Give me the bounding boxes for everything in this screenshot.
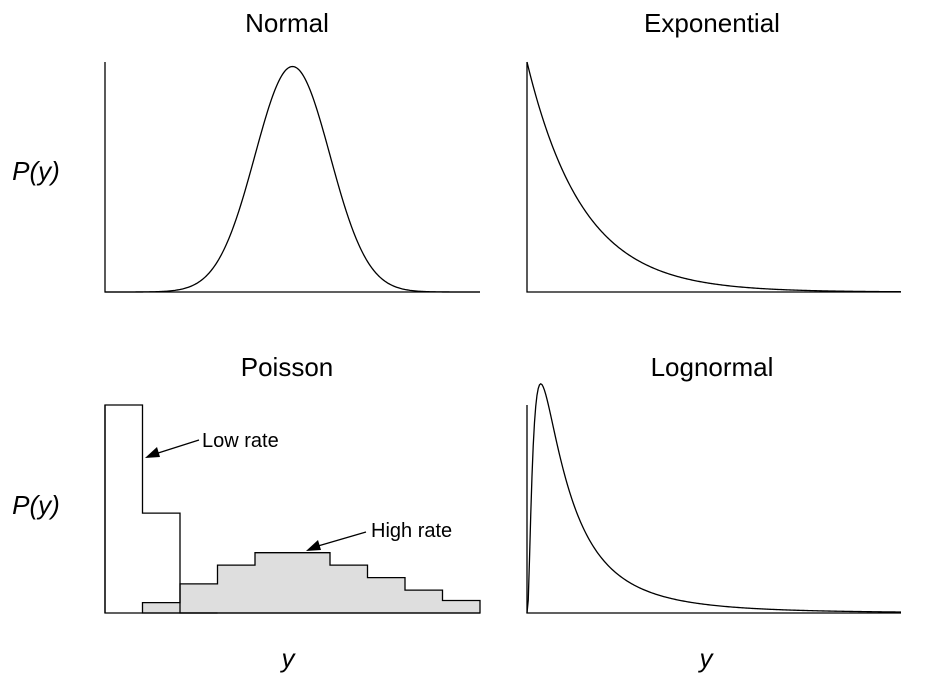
panel-poisson: Poisson P(y) Low rate High rate y: [12, 352, 481, 673]
panel-normal: Normal P(y): [12, 8, 480, 293]
poisson-xlabel: y: [280, 643, 297, 673]
poisson-ylabel: P(y): [12, 490, 60, 520]
panel-lognormal: Lognormal y: [526, 352, 902, 673]
lognormal-xlabel: y: [698, 643, 715, 673]
high-rate-arrow-head: [306, 540, 321, 551]
lognormal-curve: [526, 382, 902, 614]
lognormal-title: Lognormal: [651, 352, 774, 382]
lognormal-axes: [526, 405, 901, 614]
poisson-axes: [104, 405, 480, 614]
poisson-high-rate-steps: [141, 552, 481, 614]
poisson-title: Poisson: [241, 352, 334, 382]
low-rate-arrow-shaft: [154, 439, 200, 455]
normal-axes: [104, 62, 480, 293]
exponential-curve: [526, 61, 902, 293]
exponential-axes: [526, 62, 901, 293]
poisson-low-rate-steps: [104, 404, 218, 614]
high-rate-label: High rate: [371, 520, 452, 542]
normal-ylabel: P(y): [12, 156, 60, 186]
panel-exponential: Exponential: [526, 8, 902, 293]
high-rate-arrow-shaft: [317, 531, 367, 547]
exponential-title: Exponential: [644, 8, 780, 38]
low-rate-label: Low rate: [202, 430, 279, 452]
low-rate-arrow-head: [145, 447, 160, 458]
normal-curve: [105, 65, 480, 293]
normal-title: Normal: [245, 8, 329, 38]
